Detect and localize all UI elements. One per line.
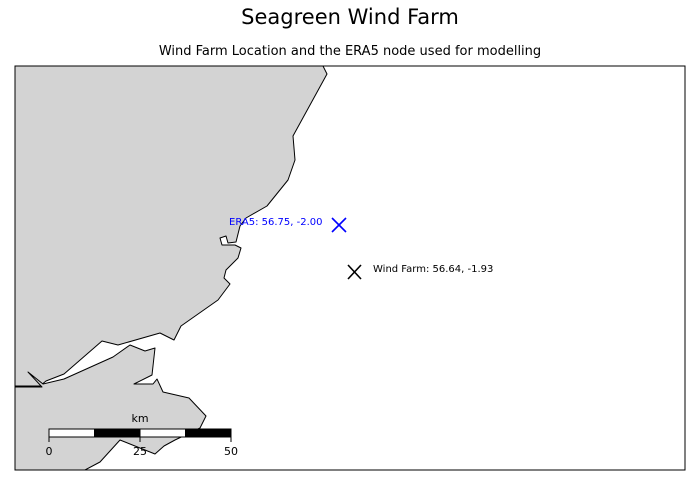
wind-farm-label: Wind Farm: 56.64, -1.93 xyxy=(373,264,493,275)
era5-label: ERA5: 56.75, -2.00 xyxy=(229,217,322,228)
scale-bar: km 0 25 50 xyxy=(46,412,239,458)
x-icon xyxy=(331,217,347,233)
era5-marker xyxy=(331,217,347,233)
scale-segment-3 xyxy=(139,428,186,438)
scale-tick-label: 0 xyxy=(46,445,53,458)
map-title: Seagreen Wind Farm xyxy=(241,5,459,29)
wind-farm-marker xyxy=(347,264,362,280)
scale-segment-4 xyxy=(185,428,232,438)
scale-tick-label: 25 xyxy=(133,445,147,458)
land-south xyxy=(15,344,207,470)
map-frame xyxy=(14,65,686,471)
scale-tick-label: 50 xyxy=(224,445,238,458)
land-mainland xyxy=(15,66,328,387)
scale-segment-1 xyxy=(48,428,95,438)
map-subtitle: Wind Farm Location and the ERA5 node use… xyxy=(158,44,542,59)
scale-bar-unit: km xyxy=(131,412,148,425)
x-icon xyxy=(347,264,362,280)
scale-segment-2 xyxy=(94,428,141,438)
